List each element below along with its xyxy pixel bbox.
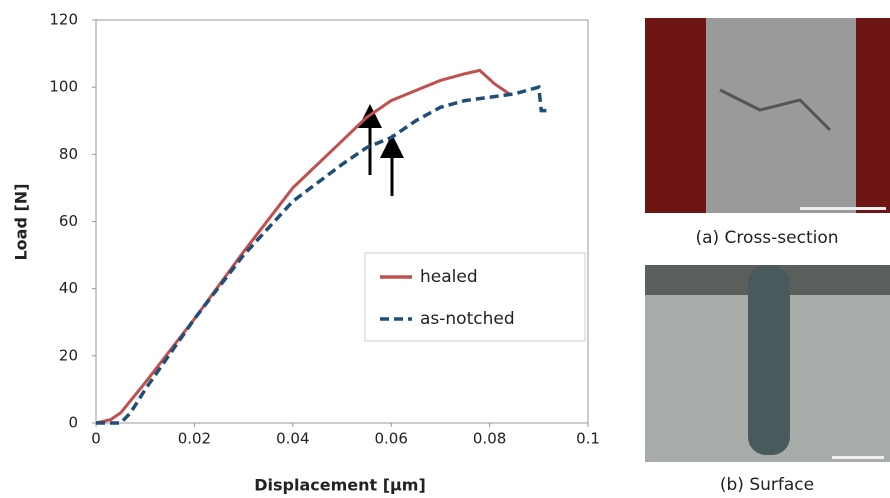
y-tick-label: 40	[59, 279, 78, 297]
x-tick-label: 0.04	[276, 430, 309, 448]
x-tick-label: 0.02	[178, 430, 211, 448]
caption: (a) Cross-section	[695, 228, 838, 248]
y-tick-label: 0	[68, 414, 78, 432]
legend-label: as-notched	[420, 309, 515, 329]
x-tick-label: 0.06	[374, 430, 407, 448]
y-axis-label: Load [N]	[12, 183, 31, 260]
plot-frame	[95, 19, 589, 424]
x-tick-label: 0.1	[576, 430, 600, 448]
legend-label: healed	[420, 267, 478, 287]
caption: (b) Surface	[720, 475, 814, 494]
line-series	[95, 68, 511, 425]
legend	[364, 252, 586, 342]
x-tick-label: 0	[91, 430, 101, 448]
y-tick-label: 80	[59, 145, 78, 163]
y-tick-label: 60	[59, 212, 78, 230]
photo-surface	[645, 265, 890, 462]
x-tick-label: 0.08	[473, 430, 506, 448]
x-axis-label: Displacement [μm]	[254, 476, 426, 495]
y-tick-label: 20	[59, 346, 78, 364]
line-series	[96, 84, 549, 425]
y-tick-label: 100	[49, 78, 78, 96]
y-tick-label: 120	[49, 11, 78, 29]
photo-cross-section	[645, 18, 890, 213]
